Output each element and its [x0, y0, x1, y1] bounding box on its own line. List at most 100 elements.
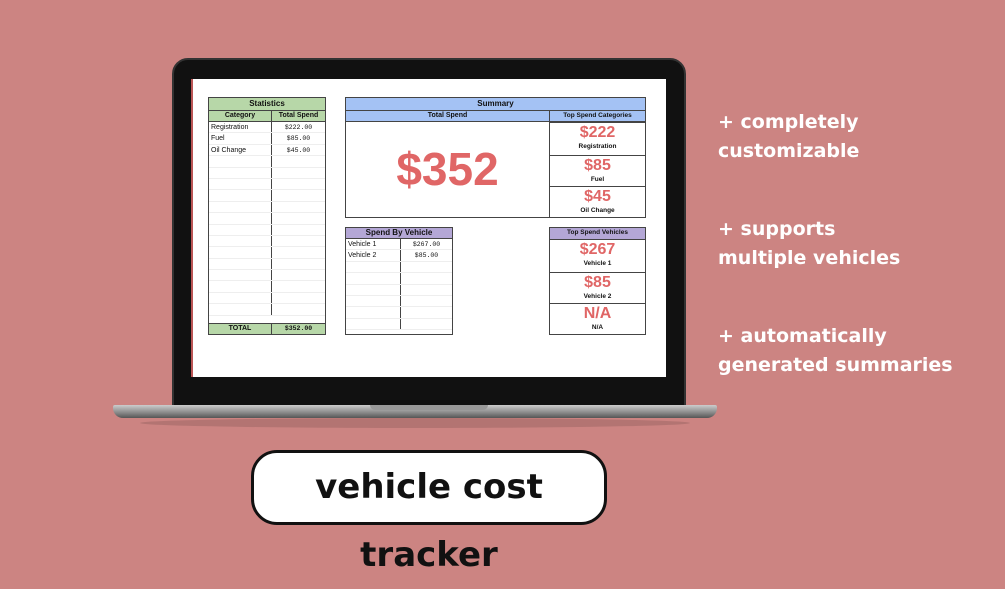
- row-value: $267.00: [412, 241, 441, 248]
- row-value: [401, 273, 452, 283]
- total-spend-header: Total Spend: [346, 111, 549, 122]
- row-value: [272, 293, 325, 303]
- row-label: Vehicle 1: [346, 239, 401, 250]
- cell-value: $85: [584, 274, 611, 291]
- table-row: [346, 295, 452, 308]
- table-row: Vehicle 2 $85.00: [346, 250, 452, 262]
- row-value: [401, 307, 452, 317]
- feature-summaries: + automatically generated summaries: [718, 325, 953, 376]
- table-row: [209, 213, 325, 225]
- table-row: [346, 261, 452, 274]
- cell-value: $45: [584, 188, 611, 205]
- row-label: [209, 281, 272, 292]
- row-value: [401, 262, 452, 272]
- row-value: [272, 213, 325, 223]
- spend-by-vehicle-title: Spend By Vehicle: [346, 228, 452, 239]
- table-row: [209, 304, 325, 316]
- table-row: [209, 247, 325, 259]
- summary-panel: Summary Total Spend $352 Top Spend Categ…: [345, 97, 646, 218]
- row-label: [346, 284, 401, 295]
- row-label: [209, 201, 272, 213]
- row-label: [209, 270, 272, 281]
- laptop-shadow: [140, 418, 690, 428]
- table-row: [209, 190, 325, 202]
- cell-value: $222: [579, 124, 616, 141]
- table-row: [346, 284, 452, 296]
- top-spend-vehicles-panel: Top Spend Vehicles $267 Vehicle 1 $85 Vehic…: [549, 227, 646, 335]
- row-value: [272, 270, 325, 280]
- summary-cell: $85 Vehicle 2: [550, 272, 645, 303]
- table-row: Oil Change $45.00: [209, 144, 325, 157]
- row-value: [272, 168, 325, 178]
- total-spend-header: Total Spend: [278, 112, 319, 119]
- row-value: $85.00: [414, 252, 439, 260]
- table-row: Fuel $85.00: [209, 133, 325, 145]
- row-label: [209, 156, 272, 167]
- row-label: Fuel: [209, 133, 272, 144]
- row-value: [272, 259, 325, 269]
- table-row: [209, 201, 325, 214]
- cell-label: Fuel: [590, 176, 605, 183]
- summary-title: Summary: [346, 98, 645, 111]
- top-categories-header: Top Spend Categories: [550, 111, 645, 122]
- summary-cell: $85 Fuel: [550, 155, 645, 186]
- top-vehicles-title: Top Spend Vehicles: [550, 228, 645, 239]
- statistics-table: Statistics Category Total Spend Registra…: [208, 97, 326, 335]
- row-value: [272, 202, 325, 212]
- cell-label: Oil Change: [580, 207, 615, 214]
- row-label: [346, 307, 401, 318]
- table-row: [209, 235, 325, 248]
- row-value: $45.00: [286, 146, 311, 154]
- row-value: [272, 236, 325, 246]
- summary-cell: $222 Registration: [550, 122, 645, 155]
- table-row: Registration $222.00: [209, 122, 325, 134]
- row-value: [272, 190, 325, 200]
- statistics-title: Statistics: [209, 98, 325, 111]
- row-value: [272, 179, 325, 189]
- summary-cell: N/A N/A: [550, 303, 645, 334]
- laptop-notch: [370, 405, 488, 410]
- cell-label: N/A: [591, 324, 604, 331]
- table-row: [209, 292, 325, 305]
- table-row: [346, 318, 452, 331]
- feature-multiple-vehicles: + supports multiple vehicles: [718, 218, 901, 269]
- spend-by-vehicle-table: Spend By Vehicle Vehicle 1 $267.00 Vehicle…: [345, 227, 453, 335]
- table-row: [209, 270, 325, 282]
- row-value: $222.00: [284, 124, 313, 131]
- table-row: [209, 156, 325, 168]
- row-value: [272, 247, 325, 257]
- row-value: [272, 156, 325, 166]
- row-label: [209, 213, 272, 224]
- cell-value: $85: [584, 157, 611, 174]
- row-value: [272, 281, 325, 291]
- summary-cell: $45 Oil Change: [550, 186, 645, 217]
- cell-label: Registration: [578, 143, 617, 150]
- cell-label: Vehicle 2: [583, 293, 612, 300]
- row-label: [209, 167, 272, 178]
- row-label: [209, 224, 272, 235]
- table-row: [209, 178, 325, 191]
- row-value: $85.00: [286, 135, 311, 143]
- total-value: $352.00: [284, 325, 313, 332]
- row-value: [272, 225, 325, 235]
- row-label: [346, 273, 401, 284]
- row-label: [209, 247, 272, 258]
- table-row: [209, 281, 325, 293]
- row-value: [401, 296, 452, 306]
- row-label: [209, 235, 272, 247]
- row-label: [209, 190, 272, 201]
- row-value: [401, 285, 452, 295]
- product-title: vehicle cost tracker: [251, 450, 607, 575]
- row-label: [209, 178, 272, 190]
- total-label: TOTAL: [209, 324, 272, 334]
- category-header: Category: [209, 111, 272, 121]
- table-row: [209, 167, 325, 179]
- table-row: [209, 224, 325, 236]
- feature-customizable: + completely customizable: [718, 111, 860, 162]
- laptop-base: [113, 405, 717, 418]
- row-label: Oil Change: [209, 144, 272, 156]
- cell-value: N/A: [583, 305, 612, 322]
- row-label: [209, 258, 272, 270]
- row-label: [346, 295, 401, 307]
- table-row: Vehicle 1 $267.00: [346, 239, 452, 251]
